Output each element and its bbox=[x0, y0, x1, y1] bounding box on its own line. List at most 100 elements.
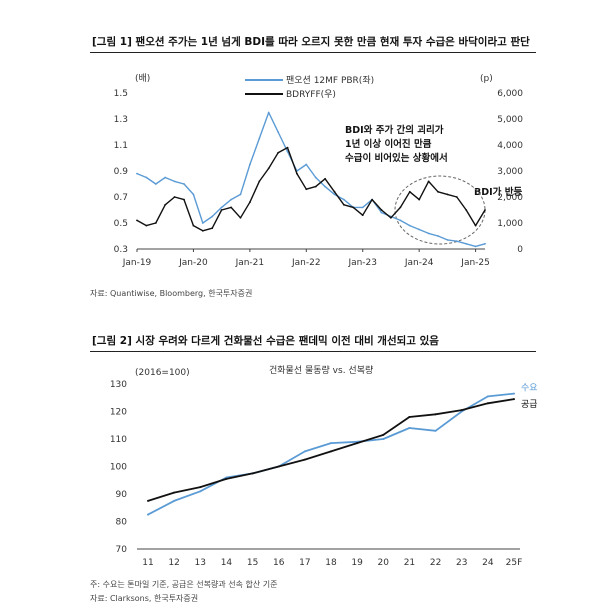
pbr-point bbox=[183, 183, 185, 185]
annotation-line-2: 1년 이상 이어진 만큼 bbox=[345, 138, 432, 150]
bdi-point bbox=[211, 227, 214, 230]
x-tick-label: 19 bbox=[351, 558, 363, 568]
y-tick-label: 90 bbox=[116, 490, 128, 500]
bdi-point bbox=[333, 190, 336, 193]
demand-point bbox=[382, 438, 385, 440]
x-tick-label: 22 bbox=[430, 558, 441, 568]
x-tick-label: Jan-24 bbox=[404, 258, 434, 268]
pbr-point bbox=[145, 176, 148, 179]
supply-series-label: 공급 bbox=[521, 399, 538, 410]
x-tick-label: Jan-23 bbox=[347, 258, 377, 268]
right-axis-unit: (p) bbox=[480, 74, 493, 84]
x-tick-label: 16 bbox=[273, 558, 285, 568]
bdi-point bbox=[399, 206, 402, 209]
right-tick-label: 3,000 bbox=[497, 167, 523, 177]
figure2-title: [그림 2] 시장 우려와 다르게 건화물선 수급은 팬데믹 이전 대비 개선되… bbox=[92, 335, 439, 347]
supply-point bbox=[303, 458, 306, 461]
x-tick-label: 24 bbox=[482, 558, 494, 568]
supply-point bbox=[434, 413, 437, 416]
demand-series-label: 수요 bbox=[521, 383, 538, 394]
pbr-point bbox=[399, 219, 402, 222]
pbr-point bbox=[324, 185, 326, 188]
pbr-point bbox=[418, 228, 421, 231]
bdi-point bbox=[361, 214, 364, 217]
demand-point bbox=[147, 513, 149, 516]
pbr-point bbox=[211, 215, 214, 218]
left-tick-label: 1.3 bbox=[114, 115, 128, 125]
figure2-title-rule bbox=[90, 351, 536, 352]
demand-series-line bbox=[147, 392, 515, 516]
demand-point bbox=[303, 450, 306, 453]
figure1-source: 자료: Quantiwise, Bloomberg, 한국투자증권 bbox=[90, 289, 253, 298]
pbr-point bbox=[474, 245, 477, 248]
bdi-point bbox=[474, 224, 477, 227]
x-tick-label: 18 bbox=[325, 558, 337, 568]
pbr-point bbox=[427, 232, 430, 235]
figure2-chart-title: 건화물선 물동량 vs. 선복량 bbox=[269, 364, 373, 376]
demand-point bbox=[330, 442, 332, 445]
left-tick-label: 0.7 bbox=[114, 193, 128, 203]
pbr-point bbox=[258, 137, 261, 140]
x-tick-label: Jan-25 bbox=[460, 258, 490, 268]
x-tick-label: 13 bbox=[195, 558, 206, 568]
bdi-point bbox=[154, 222, 157, 224]
x-tick-label: 11 bbox=[142, 558, 153, 568]
pbr-point bbox=[267, 111, 270, 114]
bdi-point bbox=[455, 196, 458, 198]
pbr-point bbox=[173, 180, 176, 183]
pbr-point bbox=[465, 242, 468, 245]
right-tick-label: 2,000 bbox=[497, 193, 523, 203]
x-tick-label: Jan-20 bbox=[178, 258, 208, 268]
supply-point bbox=[460, 409, 463, 412]
figure2-unit: (2016=100) bbox=[135, 368, 190, 378]
pbr-series-line bbox=[136, 111, 486, 248]
demand-point bbox=[486, 395, 489, 398]
bdi-point bbox=[427, 180, 430, 183]
bdi-point bbox=[220, 209, 223, 211]
bdi-point bbox=[173, 196, 176, 198]
figure1-title-rule bbox=[90, 52, 536, 53]
supply-point bbox=[225, 477, 228, 480]
left-tick-label: 0.3 bbox=[114, 245, 128, 255]
bdi-point bbox=[201, 229, 204, 232]
pbr-point bbox=[446, 239, 449, 241]
x-tick-label: 21 bbox=[404, 558, 415, 568]
annotation-line-3: 수급이 비어있는 상황에서 bbox=[345, 152, 448, 164]
pbr-point bbox=[314, 176, 317, 179]
right-tick-label: 6,000 bbox=[497, 89, 523, 99]
bdi-point bbox=[145, 224, 148, 227]
pbr-point bbox=[192, 193, 195, 196]
pbr-point bbox=[230, 198, 233, 201]
bdi-point bbox=[390, 216, 392, 219]
bdi-point bbox=[183, 198, 185, 201]
pbr-point bbox=[455, 240, 458, 243]
left-axis-unit: (배) bbox=[135, 73, 150, 84]
bdi-point bbox=[258, 180, 261, 183]
left-tick-label: 0.5 bbox=[114, 219, 128, 229]
supply-point bbox=[147, 499, 149, 502]
bdi-point bbox=[324, 177, 326, 180]
bdi-point bbox=[267, 167, 270, 170]
bdi-point bbox=[343, 203, 345, 206]
bdi-series-line bbox=[136, 146, 486, 232]
x-tick-label: 25F bbox=[506, 558, 523, 568]
demand-point bbox=[199, 490, 202, 493]
right-tick-label: 5,000 bbox=[497, 115, 523, 125]
bdi-point bbox=[371, 198, 373, 201]
y-tick-label: 110 bbox=[110, 435, 127, 445]
supply-point bbox=[277, 465, 280, 468]
x-tick-label: 23 bbox=[456, 558, 467, 568]
pbr-point bbox=[249, 163, 251, 166]
pbr-point bbox=[305, 163, 308, 166]
figure1-plot: 0.3 0.5 0.7 0.9 1.1 1.3 1.5 0 1,000 2,000 3,000 4,0… bbox=[114, 89, 524, 268]
bdi-point bbox=[239, 216, 242, 219]
pbr-point bbox=[380, 211, 383, 214]
pbr-point bbox=[220, 206, 223, 209]
right-tick-label: 4,000 bbox=[497, 141, 523, 151]
supply-point bbox=[513, 398, 515, 401]
bdi-point bbox=[296, 172, 298, 175]
bdi-point bbox=[230, 206, 233, 209]
supply-point bbox=[408, 416, 411, 418]
bdi-point bbox=[380, 209, 383, 211]
